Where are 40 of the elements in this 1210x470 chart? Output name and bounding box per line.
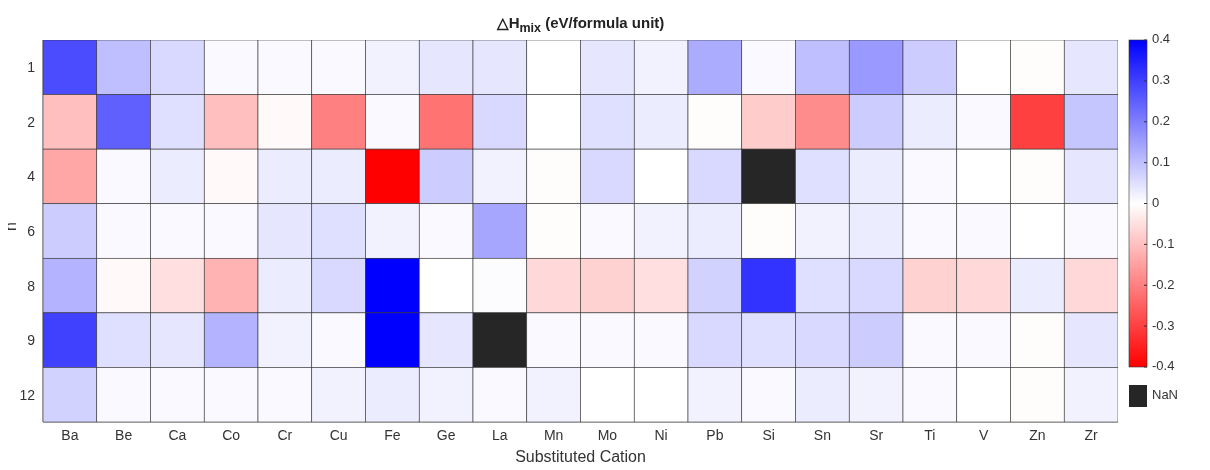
x-tick-label: La <box>492 426 508 443</box>
color-bar-label: 0.2 <box>1152 113 1171 129</box>
x-tick-label: Ni <box>654 426 668 443</box>
x-tick-label: Zn <box>1029 426 1046 443</box>
color-bar-label: 0 <box>1152 194 1160 210</box>
color-bar-label: -0.1 <box>1152 235 1175 251</box>
x-tick-label: Pb <box>706 426 724 443</box>
text: NaN <box>1152 387 1179 403</box>
x-tick-label: Mn <box>543 426 564 443</box>
x-tick-label: Ca <box>168 426 187 443</box>
color-bar-label: -0.2 <box>1152 276 1175 292</box>
x-tick-label: Sn <box>813 426 831 443</box>
color-bar-label: -0.3 <box>1152 317 1175 333</box>
y-tick-label: 6 <box>27 222 36 239</box>
y-tick-label: 8 <box>27 277 36 294</box>
color-bar-label: 0.3 <box>1152 72 1171 88</box>
x-tick-label: Ti <box>924 426 936 443</box>
x-axis-title: Substituted Cation <box>515 448 646 465</box>
color-bar-label: 0.1 <box>1152 154 1171 170</box>
x-tick-label: Fe <box>384 426 401 443</box>
y-tick-label: 12 <box>19 386 36 403</box>
x-tick-label: Si <box>762 426 775 443</box>
x-tick-label: Cr <box>277 426 293 443</box>
y-tick-label: 4 <box>27 168 36 185</box>
x-tick-label: Co <box>222 426 241 443</box>
y-tick-label: 9 <box>27 332 36 349</box>
x-tick-label: Sr <box>869 426 884 443</box>
y-tick-label: 1 <box>27 59 36 76</box>
x-tick-label: Ba <box>61 426 79 443</box>
x-tick-label: Zr <box>1084 426 1099 443</box>
color-bar-label: 0.4 <box>1152 31 1171 47</box>
x-tick-label: V <box>978 426 989 443</box>
x-tick-label: Be <box>115 426 133 443</box>
x-tick-label: Ge <box>436 426 456 443</box>
chart-title: △H$_{mix}$ (eV/formula unit) <box>495 14 666 35</box>
x-tick-label: Mo <box>597 426 618 443</box>
y-tick-label: 2 <box>27 113 36 130</box>
color-bar-label: -0.4 <box>1152 358 1175 374</box>
x-tick-label: Cu <box>329 426 348 443</box>
y-axis-title: n <box>1 222 19 231</box>
